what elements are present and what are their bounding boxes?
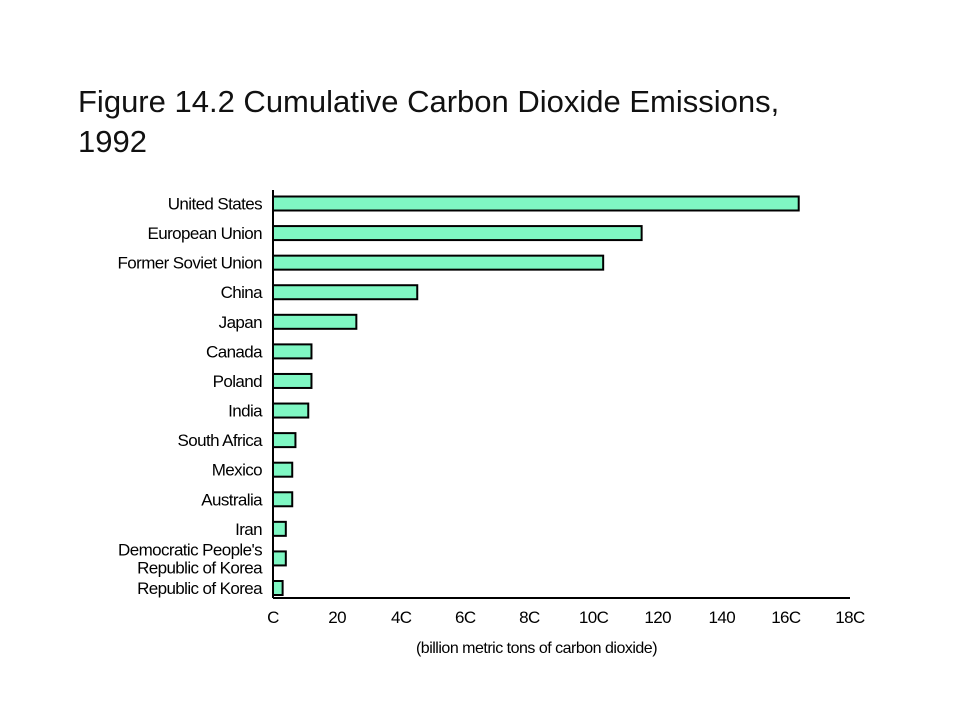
bar-3 <box>272 284 419 301</box>
bars-group <box>272 195 800 596</box>
category-label-0: United States <box>168 195 262 214</box>
category-label-11: Iran <box>235 520 262 539</box>
chart-title-line-2: 1992 <box>78 124 147 159</box>
category-label-9: Mexico <box>212 461 262 480</box>
x-tick-label-5: 10C <box>579 608 609 627</box>
category-label-10: Australia <box>201 490 263 509</box>
bar-0 <box>272 195 800 212</box>
category-label-13: Republic of Korea <box>137 579 263 598</box>
category-label-5: Canada <box>206 342 263 361</box>
category-label-12: Democratic People's Republic of Korea <box>118 540 263 577</box>
bar-1 <box>272 225 643 242</box>
category-label-2: Former Soviet Union <box>118 254 263 273</box>
x-tick-label-9: 18C <box>835 608 865 627</box>
chart-title-line-1: Figure 14.2 Cumulative Carbon Dioxide Em… <box>78 84 780 119</box>
x-tick-label-0: C <box>267 608 279 627</box>
x-tick-label-8: 16C <box>771 608 801 627</box>
bar-11 <box>272 520 287 537</box>
category-label-8: South Africa <box>178 431 264 450</box>
category-labels-group: United States European Union Former Soviet… <box>118 195 264 599</box>
category-label-4: Japan <box>219 313 262 332</box>
x-axis-label: (billion metric tons of carbon dioxide) <box>416 640 657 657</box>
bar-2 <box>272 254 605 271</box>
category-label-12-line-1: Republic of Korea <box>137 558 263 577</box>
category-label-3: China <box>221 283 264 302</box>
chart-title: Figure 14.2 Cumulative Carbon Dioxide Em… <box>78 82 898 162</box>
bar-9 <box>272 461 294 478</box>
x-tick-label-6: 120 <box>644 608 671 627</box>
bar-10 <box>272 491 294 508</box>
bar-13 <box>272 580 284 596</box>
category-label-12-line-0: Democratic People's <box>118 540 262 559</box>
category-label-6: Poland <box>213 372 262 391</box>
x-tick-label-3: 6C <box>455 608 476 627</box>
bar-12 <box>272 550 287 567</box>
category-label-7: India <box>228 402 263 421</box>
bar-6 <box>272 372 313 389</box>
bar-7 <box>272 402 310 419</box>
category-label-1: European Union <box>148 224 263 243</box>
x-tick-label-1: 20 <box>328 608 346 627</box>
x-tick-label-2: 4C <box>391 608 412 627</box>
bar-5 <box>272 343 313 360</box>
bar-4 <box>272 313 358 330</box>
x-tick-label-4: 8C <box>519 608 540 627</box>
x-ticks-group: C 20 4C 6C 8C 10C 120 140 16C 18C <box>267 608 865 627</box>
x-tick-label-7: 140 <box>708 608 735 627</box>
bar-8 <box>272 432 297 449</box>
